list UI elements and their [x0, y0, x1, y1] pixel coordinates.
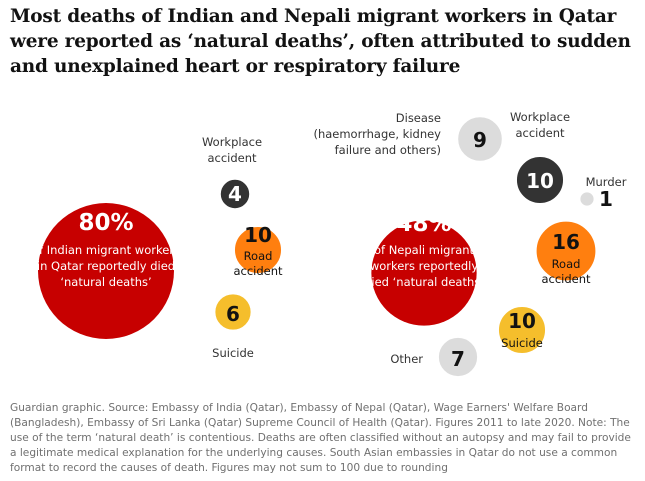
nepal-disease-label: failure and others) [335, 143, 441, 157]
nepal-other-value: 7 [451, 347, 465, 371]
nepal-road-label: accident [541, 272, 591, 286]
nepal-suicide-label: Suicide [501, 336, 543, 350]
nepal-natural-bubble [371, 220, 477, 326]
nepal-disease-value: 9 [473, 128, 487, 152]
nepal-other-bubble [436, 335, 480, 379]
india-workplace-label: Workplace [202, 135, 262, 149]
nepal-natural-caption-line: workers reportedly [370, 259, 479, 273]
nepal-murder-value: 1 [599, 187, 613, 211]
nepal-murder-label: Murder [586, 175, 627, 189]
india-natural-caption-line: of Indian migrant workers [32, 243, 180, 257]
nepal-disease-bubble [456, 115, 504, 163]
nepal-workplace-value: 10 [526, 169, 554, 193]
india-suicide-bubble [213, 292, 253, 332]
india-road-label: Road [244, 249, 273, 263]
nepal-natural-value: 48% [396, 211, 451, 237]
india-road-value: 10 [244, 223, 272, 247]
india-suicide-value: 6 [226, 302, 240, 326]
nepal-disease-label: (haemorrhage, kidney [313, 127, 441, 141]
nepal-road-value: 16 [552, 230, 580, 254]
nepal-other-label: Other [390, 352, 423, 366]
nepal-workplace-bubble [514, 154, 566, 206]
india-natural-caption-line: in Qatar reportedly died [37, 259, 175, 273]
nepal-natural-caption-line: died ‘natural deaths’ [364, 275, 484, 289]
nepal-suicide-bubble [496, 304, 548, 356]
india-workplace-value: 4 [228, 182, 242, 206]
india-natural-bubble [38, 203, 174, 339]
india-workplace-label: accident [207, 151, 257, 165]
nepal-workplace-label: accident [515, 126, 565, 140]
bubble-chart: 80% of Indian migrant workers in Qatar rep… [32, 110, 627, 379]
nepal-suicide-value: 10 [508, 309, 536, 333]
india-workplace-bubble [218, 177, 252, 211]
india-suicide-label: Suicide [212, 346, 254, 360]
india-road-label: accident [233, 264, 283, 278]
india-natural-caption-line: ‘natural deaths’ [60, 275, 151, 289]
india-road-bubble [232, 224, 284, 276]
nepal-road-bubble [534, 219, 598, 283]
india-natural-value: 80% [78, 210, 133, 236]
chart-title: Most deaths of Indian and Nepali migrant… [10, 6, 631, 77]
nepal-disease-label: Disease [396, 111, 441, 125]
nepal-road-label: Road [552, 257, 581, 271]
source-note: Guardian graphic. Source: Embassy of Ind… [10, 402, 631, 474]
nepal-natural-caption-line: of Nepali migrant [374, 243, 475, 257]
nepal-murder-bubble [578, 190, 596, 208]
nepal-workplace-label: Workplace [510, 110, 570, 124]
